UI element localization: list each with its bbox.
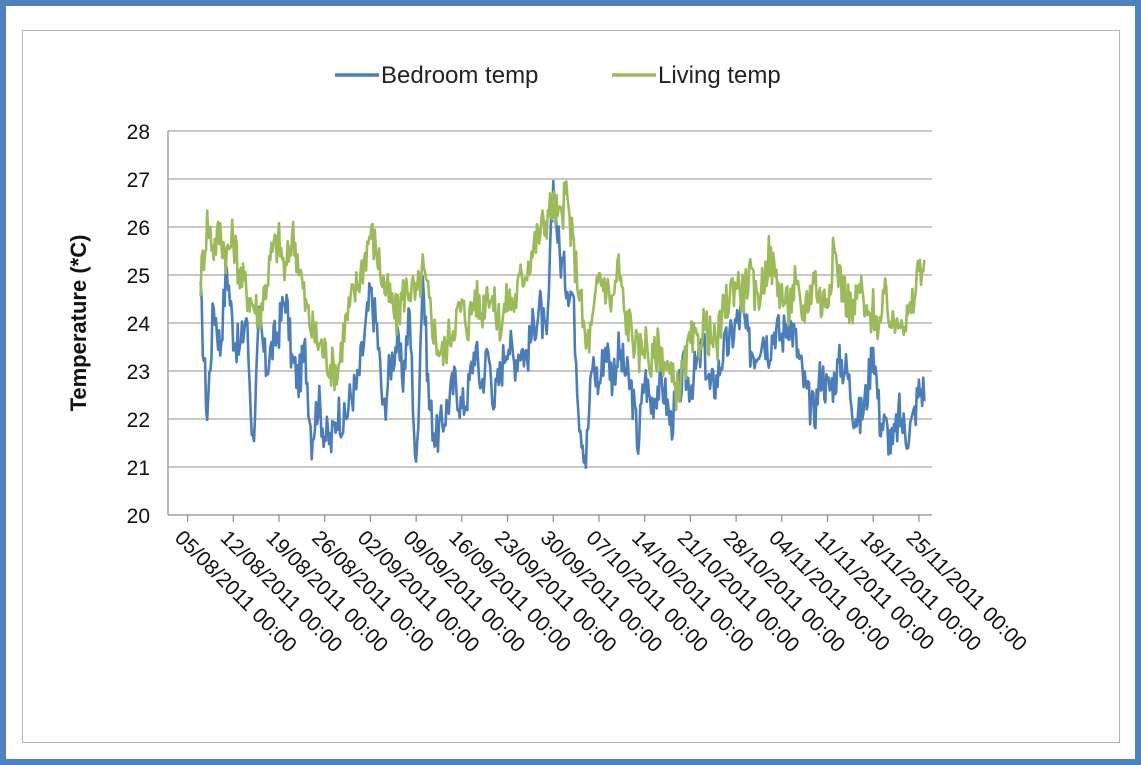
legend-label: Bedroom temp	[381, 62, 538, 89]
series-line-1	[199, 179, 926, 470]
y-tick-label: 24	[127, 313, 151, 336]
series-line-2	[199, 180, 926, 412]
legend: Bedroom temp Living temp	[335, 62, 781, 89]
y-tick-label: 26	[127, 217, 150, 240]
y-tick-label: 20	[127, 505, 150, 528]
y-tick-label: 21	[127, 457, 150, 480]
y-tick-label: 28	[127, 121, 150, 144]
y-tick-label: 22	[127, 409, 150, 432]
legend-label: Living temp	[658, 62, 781, 89]
series-lines	[199, 179, 926, 470]
y-tick-label: 25	[127, 265, 150, 288]
y-tick-label: 27	[127, 169, 150, 192]
y-axis-label: Temperature (*C)	[66, 235, 91, 412]
y-tick-label: 23	[127, 361, 150, 384]
